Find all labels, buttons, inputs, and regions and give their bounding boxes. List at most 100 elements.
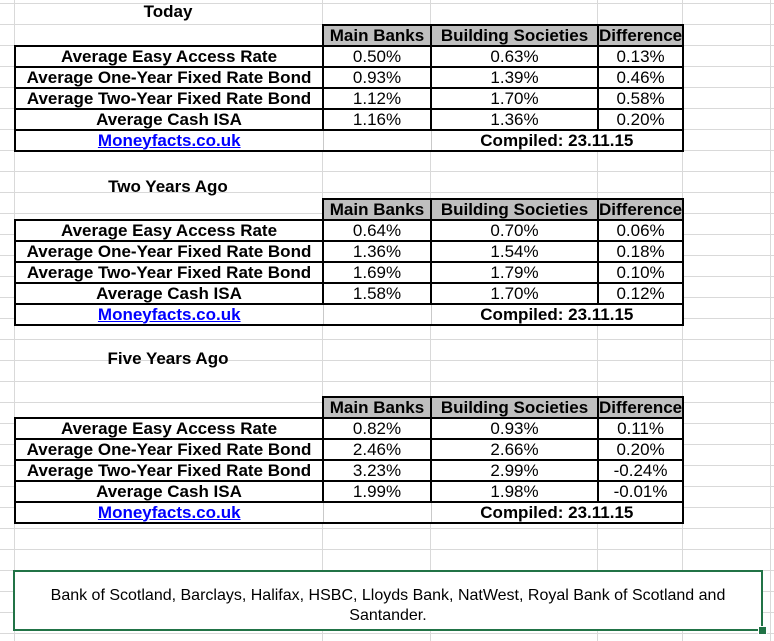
value-cell: 0.70%: [430, 219, 599, 242]
value-cell: 1.58%: [322, 282, 432, 305]
compiled-date: Compiled: 23.11.15: [431, 130, 685, 152]
table-row: Average Cash ISA 1.16% 1.36% 0.20%: [14, 108, 685, 131]
header-row: Main Banks Building Societies Difference: [15, 396, 685, 419]
row-label-one-year-bond: Average One-Year Fixed Rate Bond: [14, 66, 324, 89]
footnote-text: Bank of Scotland, Barclays, Halifax, HSB…: [50, 587, 726, 624]
value-cell: 0.82%: [322, 417, 432, 440]
table-title-five-years-ago: Five Years Ago: [107, 349, 229, 368]
row-label-cash-isa: Average Cash ISA: [14, 480, 324, 503]
value-cell: 1.36%: [430, 108, 599, 131]
value-cell: 0.63%: [430, 45, 599, 68]
value-cell: 0.20%: [596, 438, 685, 461]
header-spacer-cell: [15, 397, 323, 418]
selected-footnote-cell[interactable]: Bank of Scotland, Barclays, Halifax, HSB…: [13, 570, 763, 631]
row-label-one-year-bond: Average One-Year Fixed Rate Bond: [14, 438, 324, 461]
header-row: Main Banks Building Societies Difference: [15, 24, 685, 47]
table-title-today: Today: [143, 2, 193, 21]
value-cell: 0.58%: [596, 87, 685, 110]
value-cell: 2.46%: [322, 438, 432, 461]
column-header-building-societies: Building Societies: [430, 24, 599, 47]
table-row: Average One-Year Fixed Rate Bond 0.93% 1…: [14, 66, 685, 89]
value-cell: -0.01%: [596, 480, 685, 503]
compiled-date: Compiled: 23.11.15: [431, 304, 685, 326]
value-cell: 1.36%: [322, 240, 432, 263]
column-header-difference: Difference: [596, 24, 685, 47]
table-row: Average One-Year Fixed Rate Bond 2.46% 2…: [14, 438, 685, 461]
moneyfacts-link[interactable]: Moneyfacts.co.uk: [97, 304, 241, 324]
table-title-two-years-ago: Two Years Ago: [108, 177, 228, 196]
rates-table-two-years-ago: Main Banks Building Societies Difference…: [14, 198, 685, 326]
row-label-two-year-bond: Average Two-Year Fixed Rate Bond: [14, 87, 324, 110]
value-cell: 0.50%: [322, 45, 432, 68]
fill-handle[interactable]: [758, 626, 767, 635]
table-row: Average Two-Year Fixed Rate Bond 1.69% 1…: [14, 261, 685, 284]
value-cell: 1.12%: [322, 87, 432, 110]
value-cell: -0.24%: [596, 459, 685, 482]
header-spacer-cell: [15, 199, 323, 220]
row-label-cash-isa: Average Cash ISA: [14, 282, 324, 305]
row-label-two-year-bond: Average Two-Year Fixed Rate Bond: [14, 261, 324, 284]
value-cell: 0.46%: [596, 66, 685, 89]
footer-spacer-cell: [323, 304, 432, 326]
compiled-date: Compiled: 23.11.15: [431, 502, 685, 524]
table-row: Average Easy Access Rate 0.64% 0.70% 0.0…: [14, 219, 685, 242]
footer-spacer-cell: [323, 502, 432, 524]
value-cell: 1.99%: [322, 480, 432, 503]
rates-table-five-years-ago: Main Banks Building Societies Difference…: [14, 396, 685, 524]
footer-row: Moneyfacts.co.uk Compiled: 23.11.15: [14, 304, 685, 326]
value-cell: 1.70%: [430, 282, 599, 305]
row-label-easy-access: Average Easy Access Rate: [14, 417, 324, 440]
value-cell: 0.18%: [596, 240, 685, 263]
footer-row: Moneyfacts.co.uk Compiled: 23.11.15: [14, 502, 685, 524]
rates-table-today: Main Banks Building Societies Difference…: [14, 24, 685, 152]
column-header-building-societies: Building Societies: [430, 198, 599, 221]
value-cell: 0.06%: [596, 219, 685, 242]
table-row: Average One-Year Fixed Rate Bond 1.36% 1…: [14, 240, 685, 263]
gridline-vertical: [770, 0, 771, 641]
value-cell: 0.10%: [596, 261, 685, 284]
table-row: Average Cash ISA 1.99% 1.98% -0.01%: [14, 480, 685, 503]
column-header-main-banks: Main Banks: [322, 198, 432, 221]
source-cell: Moneyfacts.co.uk: [14, 502, 324, 524]
value-cell: 0.11%: [596, 417, 685, 440]
column-header-difference: Difference: [596, 396, 685, 419]
row-label-one-year-bond: Average One-Year Fixed Rate Bond: [14, 240, 324, 263]
footer-row: Moneyfacts.co.uk Compiled: 23.11.15: [14, 130, 685, 152]
value-cell: 3.23%: [322, 459, 432, 482]
header-row: Main Banks Building Societies Difference: [15, 198, 685, 221]
row-label-two-year-bond: Average Two-Year Fixed Rate Bond: [14, 459, 324, 482]
table-row: Average Cash ISA 1.58% 1.70% 0.12%: [14, 282, 685, 305]
row-label-easy-access: Average Easy Access Rate: [14, 219, 324, 242]
row-label-cash-isa: Average Cash ISA: [14, 108, 324, 131]
column-header-difference: Difference: [596, 198, 685, 221]
value-cell: 0.12%: [596, 282, 685, 305]
table-row: Average Two-Year Fixed Rate Bond 3.23% 2…: [14, 459, 685, 482]
table-row: Average Easy Access Rate 0.50% 0.63% 0.1…: [14, 45, 685, 68]
column-header-main-banks: Main Banks: [322, 396, 432, 419]
value-cell: 0.64%: [322, 219, 432, 242]
value-cell: 1.79%: [430, 261, 599, 284]
header-spacer-cell: [15, 25, 323, 46]
table-row: Average Two-Year Fixed Rate Bond 1.12% 1…: [14, 87, 685, 110]
value-cell: 1.16%: [322, 108, 432, 131]
source-cell: Moneyfacts.co.uk: [14, 304, 324, 326]
column-header-main-banks: Main Banks: [322, 24, 432, 47]
value-cell: 1.39%: [430, 66, 599, 89]
value-cell: 1.69%: [322, 261, 432, 284]
column-header-building-societies: Building Societies: [430, 396, 599, 419]
value-cell: 0.93%: [322, 66, 432, 89]
value-cell: 0.93%: [430, 417, 599, 440]
table-row: Average Easy Access Rate 0.82% 0.93% 0.1…: [14, 417, 685, 440]
value-cell: 1.54%: [430, 240, 599, 263]
source-cell: Moneyfacts.co.uk: [14, 130, 324, 152]
footer-spacer-cell: [323, 130, 432, 152]
value-cell: 0.20%: [596, 108, 685, 131]
value-cell: 1.98%: [430, 480, 599, 503]
value-cell: 0.13%: [596, 45, 685, 68]
row-label-easy-access: Average Easy Access Rate: [14, 45, 324, 68]
moneyfacts-link[interactable]: Moneyfacts.co.uk: [97, 130, 241, 150]
moneyfacts-link[interactable]: Moneyfacts.co.uk: [97, 502, 241, 522]
value-cell: 1.70%: [430, 87, 599, 110]
value-cell: 2.66%: [430, 438, 599, 461]
